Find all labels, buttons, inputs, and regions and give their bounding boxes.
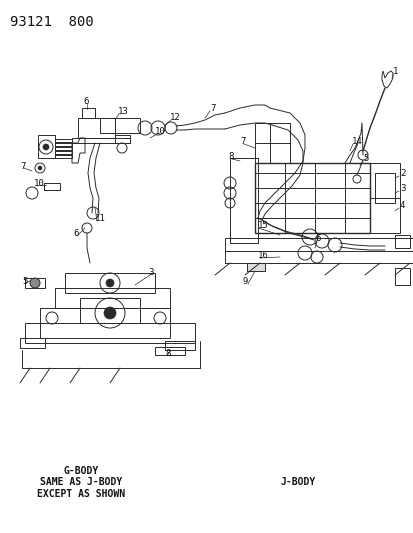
Text: 5: 5 [362,154,368,163]
Text: 3: 3 [399,183,404,192]
Text: 12: 12 [170,112,180,122]
Text: 8: 8 [165,349,170,358]
Circle shape [38,166,42,170]
Text: 15: 15 [257,221,268,230]
Text: 13: 13 [118,107,128,116]
Text: 6: 6 [83,96,88,106]
Text: 2: 2 [399,168,404,177]
Polygon shape [247,263,264,271]
Circle shape [104,307,116,319]
Text: 8: 8 [228,151,233,160]
Text: 6: 6 [314,233,320,243]
Text: 10: 10 [34,179,45,188]
Text: 6: 6 [73,229,78,238]
Text: 14: 14 [351,136,362,146]
Text: J-BODY: J-BODY [280,478,315,487]
Text: 3: 3 [147,268,153,277]
Text: 7: 7 [240,136,245,146]
Circle shape [30,278,40,288]
Text: 10: 10 [154,126,165,135]
Text: 7: 7 [20,161,25,171]
Text: 11: 11 [95,214,105,222]
Polygon shape [381,71,392,88]
Text: G-BODY
SAME AS J-BODY
EXCEPT AS SHOWN: G-BODY SAME AS J-BODY EXCEPT AS SHOWN [37,466,124,499]
Text: 4: 4 [399,200,404,209]
Text: 7: 7 [209,103,215,112]
Circle shape [106,279,114,287]
Text: 1: 1 [392,67,397,76]
Text: 16: 16 [257,251,268,260]
Text: 93121  800: 93121 800 [10,15,93,29]
Text: 9: 9 [242,277,248,286]
Text: 5: 5 [22,277,27,286]
Circle shape [43,144,49,150]
